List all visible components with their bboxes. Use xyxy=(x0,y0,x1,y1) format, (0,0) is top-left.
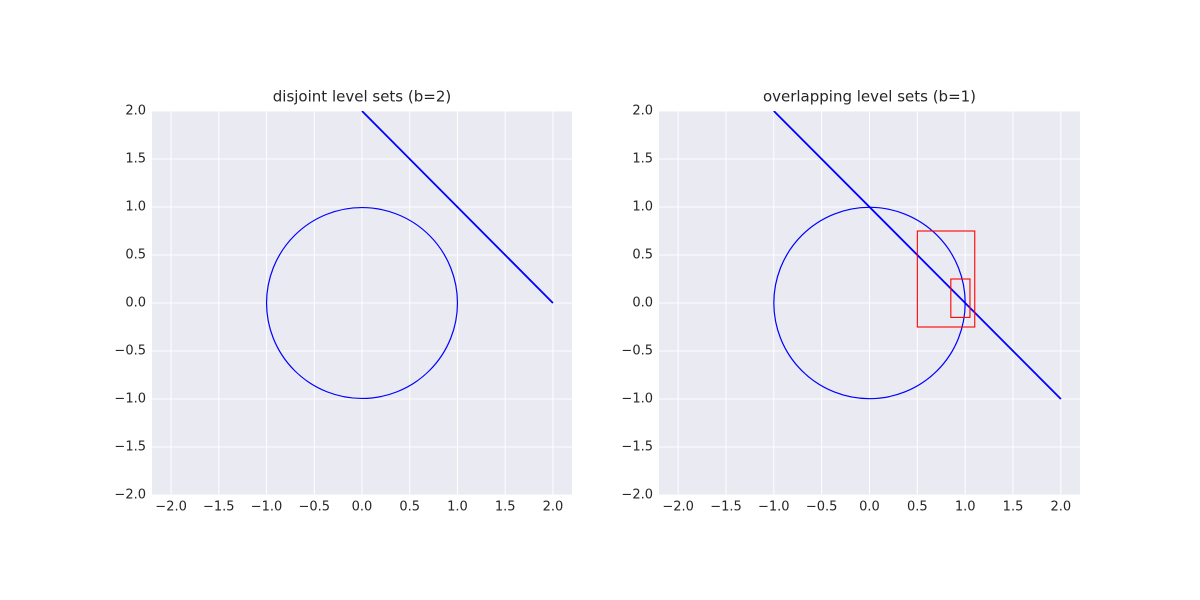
chart-title: overlapping level sets (b=1) xyxy=(763,88,976,106)
x-tick-label: 0.0 xyxy=(859,500,880,515)
chart-title: disjoint level sets (b=2) xyxy=(273,88,451,106)
y-tick-label: −1.5 xyxy=(621,440,653,455)
axes: −2.0 −1.5 −1.0 −0.5 0.0 0.5 1.0 1.5 2.0 −2.0 −1.5 −… xyxy=(621,88,1080,515)
x-tick-label: −1.0 xyxy=(758,500,790,515)
y-tick-label: −0.5 xyxy=(621,344,653,359)
y-tick-label: 2.0 xyxy=(125,104,146,119)
y-tick-label: −0.5 xyxy=(114,344,146,359)
y-tick-label: 1.0 xyxy=(632,200,653,215)
rectangle xyxy=(950,278,971,318)
x-tick-label: −2.0 xyxy=(155,500,187,515)
plot-content xyxy=(773,111,1062,400)
x-tick-label: 0.5 xyxy=(907,500,928,515)
x-tick-label: −2.0 xyxy=(662,500,694,515)
y-tick-label: −2.0 xyxy=(114,488,146,503)
y-tick-label: 1.0 xyxy=(125,200,146,215)
y-tick-label: 0.0 xyxy=(125,296,146,311)
line xyxy=(361,111,554,304)
y-tick-label: 1.5 xyxy=(125,152,146,167)
x-tick-label: −0.5 xyxy=(806,500,838,515)
axes: −2.0 −1.5 −1.0 −0.5 0.0 0.5 1.0 1.5 2.0 −2.0 −1.5 −… xyxy=(114,88,572,515)
x-tick-label: −1.5 xyxy=(203,500,235,515)
y-tick-label: −2.0 xyxy=(621,488,653,503)
circle xyxy=(265,206,459,400)
y-tick-label: −1.5 xyxy=(114,440,146,455)
y-tick-label: 0.0 xyxy=(632,296,653,311)
rectangle xyxy=(916,230,976,328)
x-tick-label: 1.0 xyxy=(955,500,976,515)
y-tick-label: 1.5 xyxy=(632,152,653,167)
x-tick-label: −1.5 xyxy=(710,500,742,515)
x-tick-label: 2.0 xyxy=(1051,500,1072,515)
y-tick-label: −1.0 xyxy=(114,392,146,407)
x-tick-label: 1.0 xyxy=(447,500,468,515)
x-tick-label: 0.0 xyxy=(352,500,373,515)
y-tick-label: −1.0 xyxy=(621,392,653,407)
x-tick-label: 2.0 xyxy=(543,500,564,515)
y-tick-label: 2.0 xyxy=(632,104,653,119)
x-tick-label: 1.5 xyxy=(1003,500,1024,515)
plot-content xyxy=(265,111,554,400)
x-tick-label: −1.0 xyxy=(251,500,283,515)
x-tick-label: −0.5 xyxy=(298,500,330,515)
y-tick-label: 0.5 xyxy=(632,248,653,263)
x-tick-label: 1.5 xyxy=(495,500,516,515)
x-tick-label: 0.5 xyxy=(399,500,420,515)
y-tick-label: 0.5 xyxy=(125,248,146,263)
